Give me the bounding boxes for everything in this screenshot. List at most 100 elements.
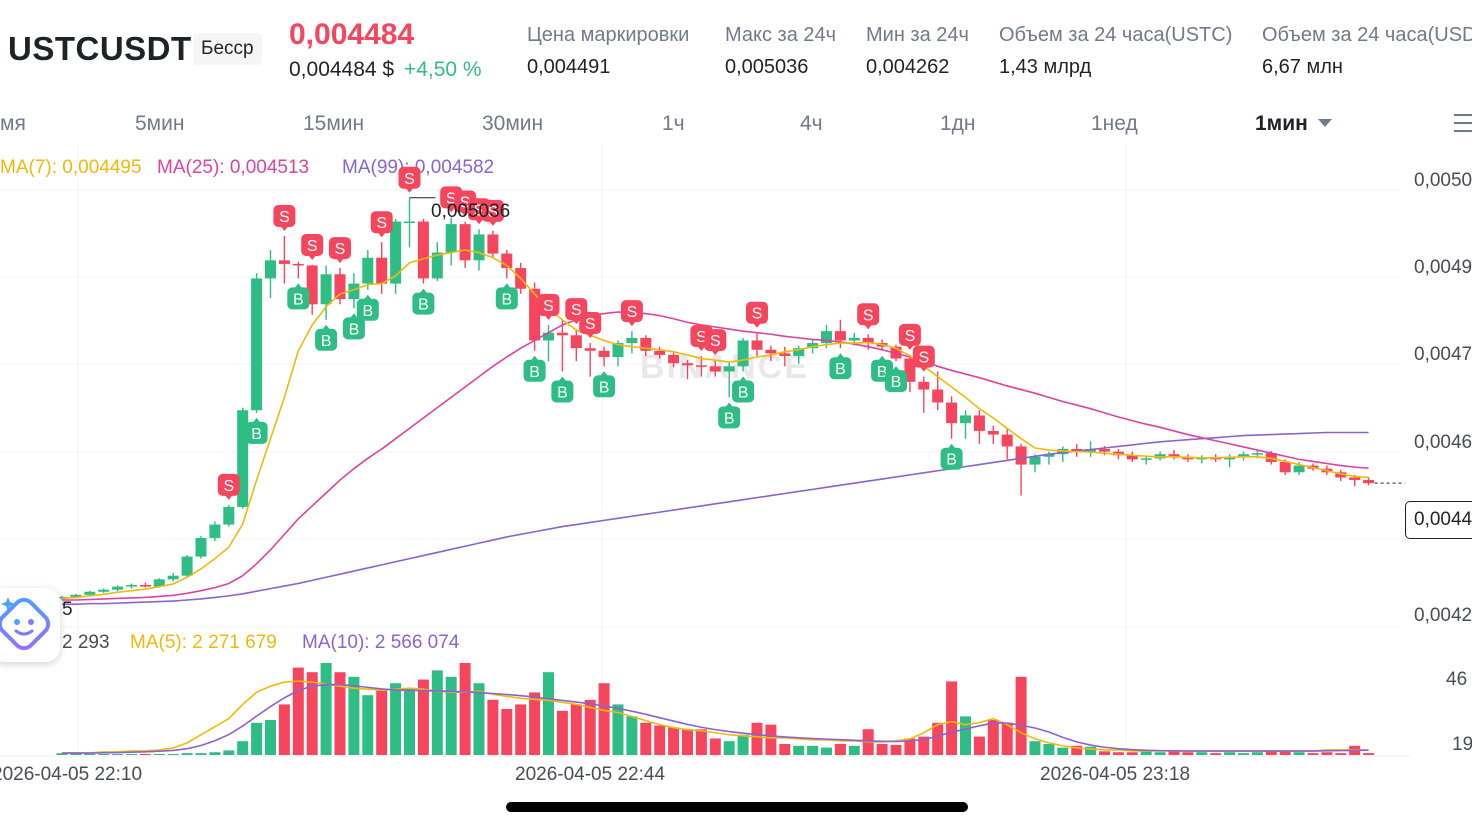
sell-marker[interactable]: S [273,205,296,232]
chart-settings-icon[interactable] [1452,110,1472,136]
buy-marker[interactable]: B [732,376,755,403]
buy-marker[interactable]: B [829,353,852,380]
sell-marker[interactable]: S [329,237,351,264]
buy-marker[interactable]: B [287,283,310,310]
candle-body [834,331,846,341]
sell-marker[interactable]: S [301,233,324,260]
sell-marker[interactable]: S [398,166,421,193]
marker-bg [342,317,365,340]
sell-marker[interactable]: S [370,211,393,238]
candle-body [695,365,707,367]
marker-letter: B [293,291,304,308]
volume-bar [751,722,763,755]
volume-bar [1182,752,1194,755]
buy-marker[interactable]: B [885,366,907,393]
candle-body [390,221,402,284]
buy-marker[interactable]: B [551,376,574,403]
volume-bar [195,753,207,755]
ai-assistant-button[interactable] [0,588,60,662]
sell-marker[interactable]: S [746,301,768,328]
sell-marker[interactable]: S [579,312,602,339]
tab-interval-1m-active[interactable]: 1мин [1255,112,1308,135]
buy-marker[interactable]: B [495,283,518,310]
volume-bar [1071,745,1083,755]
buy-marker[interactable]: B [315,324,338,351]
tab-interval-5m[interactable]: 5мин [135,112,185,135]
tab-interval-1d[interactable]: 1дн [940,112,976,135]
sell-marker[interactable]: S [217,473,240,500]
marker-bg [885,370,907,393]
tab-interval-time[interactable]: мя [0,112,26,135]
candle-body [417,221,429,279]
buy-marker[interactable]: B [593,371,616,398]
candle-body [376,257,388,284]
sell-marker[interactable]: S [704,329,727,356]
volume-bar [126,754,137,755]
ma7-line [61,249,1369,600]
marker-pointer [419,288,428,294]
buy-marker[interactable]: B [718,402,741,429]
buy-marker[interactable]: B [342,313,365,340]
candle-body [181,556,193,576]
price-axis-label: 0,0050 [1414,170,1472,191]
marker-letter: S [460,195,471,212]
stat-value: 0,005036 [725,56,809,78]
candle-body [139,585,151,587]
marker-letter: B [529,364,540,381]
sell-marker[interactable]: S [912,345,935,372]
stat-label: Объем за 24 часа(USTC) [999,24,1233,46]
marker-letter: S [863,307,874,324]
marker-letter: B [946,452,957,469]
candle-body [807,343,819,349]
sell-marker[interactable]: S [481,199,504,226]
sell-marker[interactable]: S [537,293,560,320]
marker-bg [829,357,852,380]
volume-bar [1196,752,1208,755]
marker-pointer [294,283,303,289]
tab-interval-30m[interactable]: 30мин [482,112,544,135]
tab-interval-1h[interactable]: 1ч [662,112,685,135]
candle-body [654,350,666,355]
marker-letter: S [696,329,707,346]
marker-bg [940,447,963,470]
sell-marker[interactable]: S [620,300,643,327]
buy-marker[interactable]: B [523,355,546,382]
candle-body [237,410,249,507]
sell-marker[interactable]: S [857,303,880,330]
volume-bar [501,709,513,755]
volume-bar [334,672,346,755]
volume-axis-label: 19 [1452,734,1472,755]
candle-body [487,234,499,254]
volume-bar [612,704,624,755]
candle-body [306,265,318,305]
buy-marker[interactable]: B [356,294,379,321]
interval-tabs: мя 5мин 15мин 30мин 1ч 4ч 1дн 1нед 1мин [0,106,1472,142]
marker-bg [217,473,240,496]
tab-interval-1w[interactable]: 1нед [1091,112,1138,135]
robot-face-icon [0,597,51,651]
buy-marker[interactable]: B [412,288,435,315]
buy-marker[interactable]: B [245,417,268,444]
volume-bar [1321,752,1333,755]
candle-body [1099,449,1110,452]
symbol-title[interactable]: USTCUSDT [8,30,192,67]
sell-marker[interactable]: S [898,323,921,350]
candle-body [932,389,944,403]
chevron-down-icon[interactable] [1318,119,1332,127]
marker-bg [746,301,768,324]
stat-high-24h: Макс за 24ч 0,005036 [725,24,836,79]
buy-marker[interactable]: B [940,443,963,470]
home-indicator[interactable] [506,802,968,812]
tab-interval-15m[interactable]: 15мин [303,112,365,135]
tab-interval-4h[interactable]: 4ч [800,112,823,135]
candle-body [1126,455,1138,460]
candle-body [946,402,958,424]
marker-bg [912,345,935,368]
volume-bar [1251,752,1263,755]
marker-pointer [725,402,734,408]
candle-body [404,221,415,224]
candle-body [543,332,554,341]
volume-bar [209,752,221,755]
candle-body [793,348,805,356]
